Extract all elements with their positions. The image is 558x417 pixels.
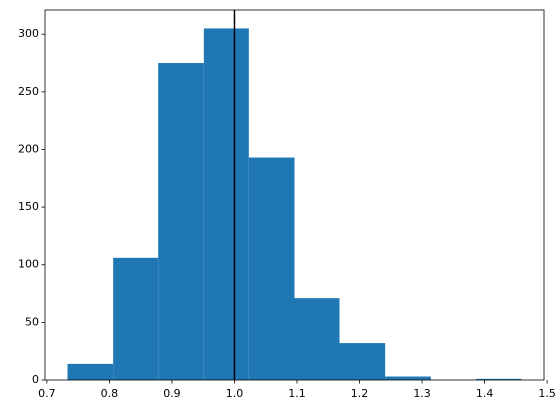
y-tick-label: 200 xyxy=(18,142,39,155)
bar xyxy=(294,298,340,380)
y-tick-label: 0 xyxy=(32,373,39,386)
x-tick-label: 1.4 xyxy=(476,387,494,400)
x-tick-label: 1.1 xyxy=(288,387,306,400)
x-tick-label: 0.9 xyxy=(163,387,181,400)
x-tick-label: 1.2 xyxy=(351,387,369,400)
x-tick-label: 1.0 xyxy=(226,387,244,400)
bar xyxy=(475,378,522,380)
bar xyxy=(113,257,159,380)
bar xyxy=(248,157,295,380)
bar xyxy=(339,343,386,380)
bar xyxy=(385,376,431,380)
y-tick-label: 50 xyxy=(25,315,39,328)
y-tick-label: 250 xyxy=(18,85,39,98)
x-tick-label: 0.7 xyxy=(38,387,56,400)
x-tick-label: 1.3 xyxy=(413,387,431,400)
x-tick-label: 1.5 xyxy=(538,387,556,400)
y-tick-label: 150 xyxy=(18,200,39,213)
x-tick-label: 0.8 xyxy=(101,387,119,400)
axes-frame xyxy=(44,9,545,381)
y-tick-label: 100 xyxy=(18,258,39,271)
bar xyxy=(158,63,204,380)
bar xyxy=(203,28,249,380)
bar xyxy=(67,363,114,380)
y-tick-label: 300 xyxy=(18,27,39,40)
